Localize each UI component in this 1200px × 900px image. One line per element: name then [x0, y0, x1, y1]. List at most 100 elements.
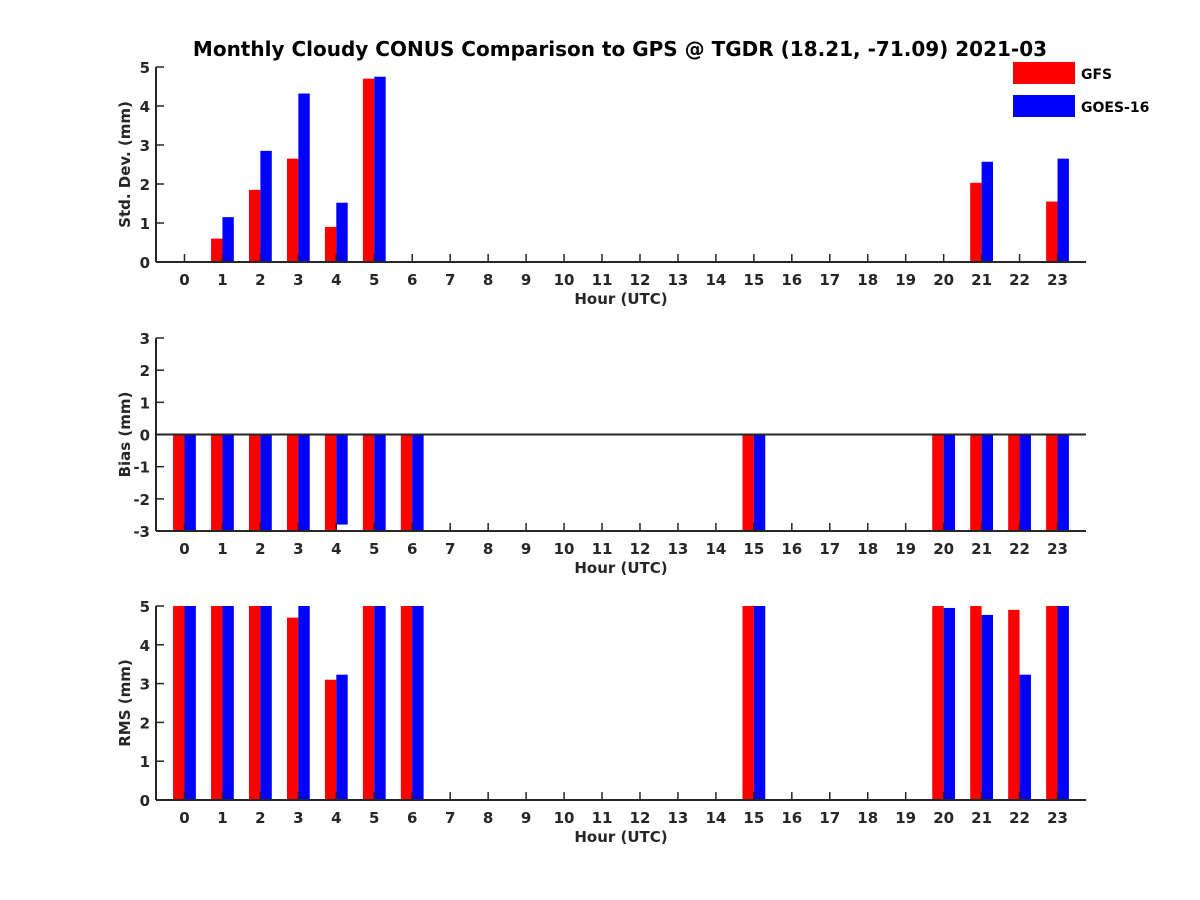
bar-goes-16-hour-21 [981, 434, 993, 531]
bar-goes-16-hour-0 [184, 434, 196, 531]
x-tick-label: 12 [630, 271, 651, 289]
x-tick-label: 5 [369, 271, 379, 289]
x-tick-label: 2 [255, 271, 265, 289]
bar-goes-16-hour-21 [981, 161, 993, 262]
bar-gfs-hour-22 [1008, 434, 1020, 531]
x-tick-label: 17 [819, 540, 840, 558]
bar-goes-16-hour-6 [412, 606, 424, 800]
bar-gfs-hour-6 [400, 434, 413, 531]
bar-gfs-hour-23 [1046, 201, 1058, 262]
bar-gfs-hour-1 [211, 238, 223, 262]
x-tick-label: 14 [705, 271, 726, 289]
bar-gfs-hour-3 [286, 158, 299, 262]
bar-goes-16-hour-22 [1019, 674, 1031, 800]
x-tick-label: 8 [483, 271, 493, 289]
y-tick-label: -1 [133, 459, 150, 477]
y-tick-label: 4 [140, 637, 150, 655]
bar-gfs-hour-21 [970, 606, 982, 800]
bar-gfs-hour-4 [324, 434, 337, 531]
bar-goes-16-hour-23 [1057, 434, 1069, 531]
bar-goes-16-hour-1 [222, 217, 234, 262]
bar-goes-16-hour-0 [184, 606, 196, 800]
x-tick-label: 0 [179, 271, 189, 289]
y-tick-label: 0 [140, 427, 150, 445]
y-tick-label: 3 [140, 330, 150, 348]
x-tick-label: 18 [857, 809, 878, 827]
x-tick-label: 2 [255, 540, 265, 558]
y-axis-label: Bias (mm) [116, 392, 134, 478]
bar-goes-16-hour-2 [260, 434, 272, 531]
x-tick-label: 18 [857, 540, 878, 558]
x-tick-label: 5 [369, 809, 379, 827]
x-tick-label: 13 [668, 271, 689, 289]
x-tick-label: 21 [971, 540, 992, 558]
x-tick-label: 7 [445, 540, 455, 558]
legend-label-gfs: GFS [1081, 67, 1112, 83]
bar-goes-16-hour-15 [753, 606, 766, 800]
x-tick-label: 1 [217, 271, 227, 289]
x-tick-label: 23 [1047, 271, 1068, 289]
x-tick-label: 3 [293, 271, 303, 289]
y-tick-label: 0 [140, 792, 150, 810]
bar-gfs-hour-21 [970, 434, 982, 531]
bar-gfs-hour-6 [400, 606, 413, 800]
legend-swatch-goes16 [1013, 95, 1075, 117]
bar-goes-16-hour-20 [943, 607, 956, 800]
x-tick-label: 8 [483, 809, 493, 827]
bar-goes-16-hour-15 [753, 434, 766, 531]
x-axis-label: Hour (UTC) [574, 559, 667, 577]
x-tick-label: 5 [369, 540, 379, 558]
bar-gfs-hour-0 [173, 606, 185, 800]
bar-goes-16-hour-2 [260, 606, 272, 800]
bar-gfs-hour-1 [211, 606, 223, 800]
x-tick-label: 14 [705, 809, 726, 827]
bar-gfs-hour-5 [362, 606, 375, 800]
bar-gfs-hour-4 [324, 679, 337, 800]
y-tick-label: 5 [140, 59, 150, 77]
x-tick-label: 21 [971, 271, 992, 289]
y-tick-label: 5 [140, 598, 150, 616]
bar-gfs-hour-22 [1008, 609, 1020, 800]
x-tick-label: 14 [705, 540, 726, 558]
x-tick-label: 11 [592, 540, 613, 558]
y-tick-label: 2 [140, 176, 150, 194]
bar-goes-16-hour-23 [1057, 606, 1069, 800]
bar-goes-16-hour-3 [298, 93, 310, 263]
x-tick-label: 16 [781, 271, 802, 289]
bar-gfs-hour-2 [249, 434, 261, 531]
bar-goes-16-hour-4 [336, 434, 348, 525]
x-tick-label: 9 [521, 271, 531, 289]
x-tick-label: 13 [668, 540, 689, 558]
y-tick-label: 4 [140, 98, 150, 116]
x-tick-label: 1 [217, 809, 227, 827]
x-axis-label: Hour (UTC) [574, 290, 667, 308]
x-tick-label: 4 [331, 540, 341, 558]
y-tick-label: 2 [140, 362, 150, 380]
x-tick-label: 17 [819, 271, 840, 289]
x-tick-label: 20 [933, 271, 954, 289]
bar-gfs-hour-20 [932, 434, 944, 531]
x-tick-label: 12 [630, 540, 651, 558]
x-tick-label: 19 [895, 271, 916, 289]
bar-gfs-hour-21 [970, 182, 982, 262]
bar-goes-16-hour-4 [336, 202, 348, 262]
y-tick-label: 3 [140, 137, 150, 155]
x-tick-label: 18 [857, 271, 878, 289]
x-tick-label: 0 [179, 809, 189, 827]
legend: GFS GOES-16 [1013, 62, 1149, 117]
bar-gfs-hour-2 [249, 606, 261, 800]
x-axis-label: Hour (UTC) [574, 828, 667, 846]
bar-gfs-hour-5 [362, 78, 375, 262]
x-tick-label: 9 [521, 809, 531, 827]
x-tick-label: 22 [1009, 809, 1030, 827]
x-tick-label: 12 [630, 809, 651, 827]
y-tick-label: 1 [140, 215, 150, 233]
legend-label-goes16: GOES-16 [1081, 100, 1149, 116]
bar-goes-16-hour-23 [1057, 158, 1069, 262]
bar-gfs-hour-3 [286, 617, 299, 800]
y-tick-label: 3 [140, 676, 150, 694]
x-tick-label: 4 [331, 809, 341, 827]
y-tick-label: -2 [133, 491, 150, 509]
